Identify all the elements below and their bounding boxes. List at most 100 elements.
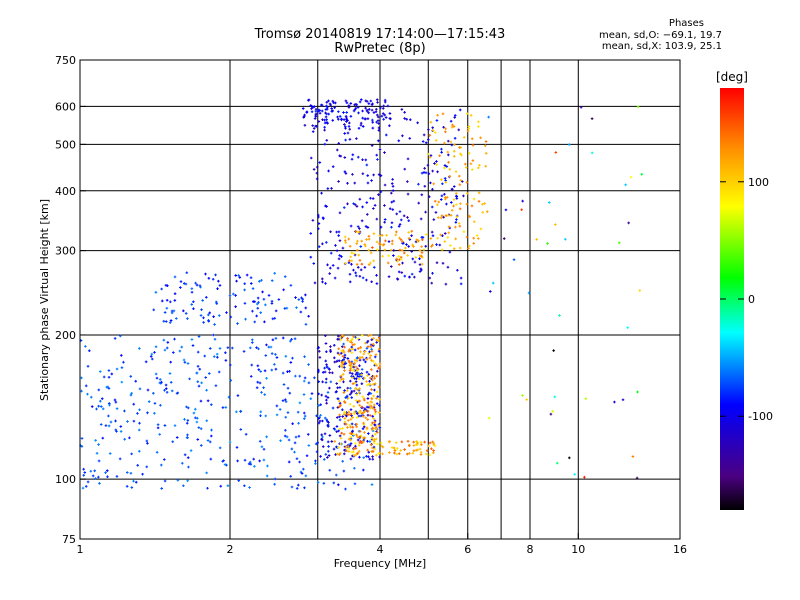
data-point <box>354 365 358 369</box>
data-point <box>214 273 217 277</box>
data-point <box>166 341 170 344</box>
data-point <box>408 444 411 447</box>
data-point <box>391 178 394 181</box>
phase-stats-o: mean, sd,O: −69.1, 19.7 <box>599 29 722 41</box>
data-point <box>389 248 393 252</box>
data-point <box>205 388 208 392</box>
data-point <box>351 173 354 176</box>
data-point <box>454 170 458 173</box>
data-point <box>440 178 443 181</box>
data-point <box>336 266 340 270</box>
data-point <box>349 408 353 411</box>
data-point <box>309 104 313 107</box>
data-point <box>444 282 448 286</box>
data-point <box>262 458 266 462</box>
data-point <box>428 155 432 159</box>
data-point <box>383 220 386 224</box>
data-point <box>376 158 379 161</box>
data-point <box>327 445 330 448</box>
data-point <box>113 337 117 340</box>
data-point <box>366 181 370 185</box>
data-point <box>394 233 398 237</box>
y-tick-label: 750 <box>55 54 76 67</box>
data-point <box>372 403 376 407</box>
data-point <box>391 239 394 243</box>
data-point <box>372 441 376 445</box>
data-point <box>371 449 375 453</box>
data-point <box>370 179 373 182</box>
data-point <box>335 230 338 234</box>
data-point <box>188 377 191 381</box>
data-point <box>366 374 369 377</box>
data-point <box>153 411 156 415</box>
data-point <box>332 101 336 105</box>
data-point <box>447 225 451 229</box>
data-point <box>369 99 373 103</box>
data-point <box>152 391 155 395</box>
data-point <box>326 425 330 428</box>
data-point <box>145 465 149 469</box>
data-point <box>344 239 347 242</box>
data-point <box>285 306 289 310</box>
data-point <box>441 261 445 265</box>
data-point <box>477 120 480 124</box>
data-point <box>105 385 109 389</box>
data-point <box>190 290 194 294</box>
data-point <box>335 390 338 393</box>
data-point <box>263 320 266 324</box>
data-point <box>613 400 616 404</box>
data-point <box>370 359 373 362</box>
data-point <box>305 454 309 458</box>
data-point <box>420 443 423 446</box>
data-point <box>373 382 377 385</box>
data-point <box>91 474 95 478</box>
data-point <box>422 248 426 251</box>
data-point <box>355 137 358 140</box>
data-point <box>378 234 382 237</box>
data-point <box>369 376 372 380</box>
data-point <box>323 416 327 420</box>
data-point <box>448 250 452 254</box>
data-point <box>375 217 379 221</box>
data-point <box>366 339 370 343</box>
data-point <box>289 284 293 287</box>
data-point <box>417 201 421 205</box>
data-point <box>349 412 353 416</box>
data-point <box>346 445 350 448</box>
data-point <box>342 118 346 121</box>
data-point <box>215 352 219 356</box>
data-point <box>356 369 359 372</box>
data-point <box>370 349 374 353</box>
data-point <box>446 265 450 269</box>
colorbar-label: [deg] <box>716 70 748 84</box>
data-point <box>472 220 476 224</box>
data-point <box>471 159 475 162</box>
data-point <box>283 275 287 278</box>
data-point <box>304 323 308 326</box>
data-point <box>356 230 360 234</box>
data-point <box>396 259 399 263</box>
data-point <box>206 486 209 490</box>
data-point <box>321 445 325 448</box>
data-point <box>375 113 379 117</box>
data-point <box>329 348 332 352</box>
data-point <box>162 319 166 323</box>
data-point <box>377 126 381 130</box>
data-point <box>403 274 407 278</box>
data-point <box>344 422 348 426</box>
data-point <box>408 137 412 140</box>
data-point <box>454 221 458 224</box>
data-point <box>349 425 352 429</box>
data-point <box>255 346 258 349</box>
data-point <box>407 231 411 234</box>
data-point <box>366 393 370 396</box>
data-point <box>369 251 373 255</box>
data-point <box>383 98 387 102</box>
data-point <box>326 391 330 394</box>
data-point <box>125 485 129 488</box>
data-point <box>376 115 380 119</box>
data-point <box>418 249 422 252</box>
data-point <box>367 108 371 111</box>
data-point <box>294 435 298 439</box>
data-point <box>132 419 136 423</box>
